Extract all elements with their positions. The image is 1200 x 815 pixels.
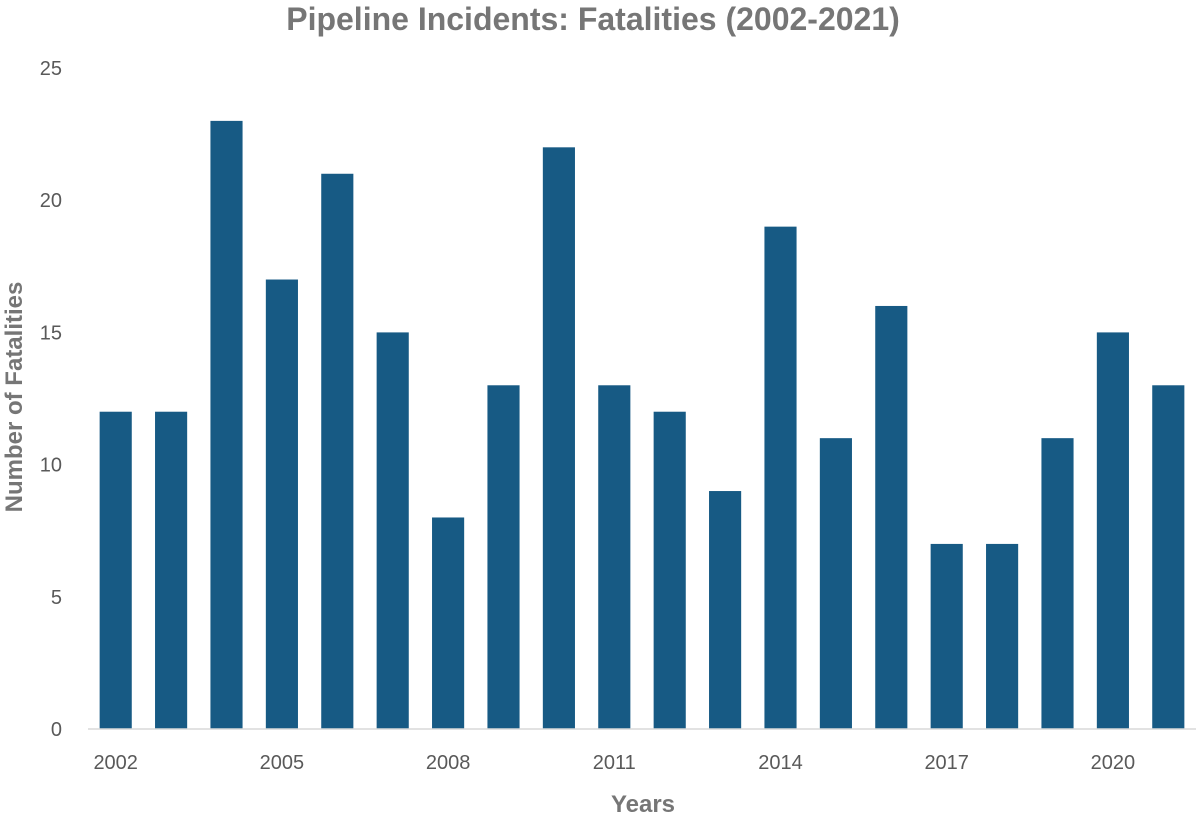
x-tick-label: 2014 <box>758 752 803 774</box>
bar-2009 <box>487 385 520 729</box>
y-tick-label: 20 <box>40 190 62 212</box>
y-tick-label: 10 <box>40 455 62 477</box>
x-tick-label: 2008 <box>426 752 471 774</box>
bar-2016 <box>875 305 908 729</box>
x-tick-label: 2002 <box>93 752 138 774</box>
bar-2014 <box>764 226 797 729</box>
x-axis-title: Years <box>611 791 675 815</box>
bar-2019 <box>1041 438 1074 729</box>
bar-2007 <box>376 332 409 729</box>
bar-2008 <box>432 517 465 729</box>
y-axis-ticks: 0 5 10 15 20 25 <box>40 58 62 741</box>
x-axis-ticks: 2002 2005 2008 2011 2014 2017 2020 <box>93 752 1135 774</box>
bar-2017 <box>930 543 963 729</box>
bar-2003 <box>155 411 188 729</box>
bar-2021 <box>1152 385 1185 729</box>
bar-2020 <box>1096 332 1129 729</box>
bar-2015 <box>819 438 852 729</box>
x-tick-label: 2020 <box>1091 752 1136 774</box>
bar-2012 <box>653 411 686 729</box>
y-tick-label: 15 <box>40 322 62 344</box>
bar-2011 <box>598 385 631 729</box>
y-tick-label: 25 <box>40 58 62 80</box>
x-tick-label: 2011 <box>593 752 636 774</box>
x-tick-label: 2005 <box>260 752 305 774</box>
bar-2006 <box>321 173 354 729</box>
bar-2005 <box>265 279 298 729</box>
bar-2013 <box>709 491 742 729</box>
bar-2010 <box>542 147 575 729</box>
chart-title: Pipeline Incidents: Fatalities (2002-202… <box>286 1 900 37</box>
bars <box>99 120 1185 729</box>
bar-2004 <box>210 120 243 729</box>
bar-2002 <box>99 411 132 729</box>
y-tick-label: 5 <box>51 587 62 609</box>
y-axis-title: Number of Fatalities <box>1 282 28 513</box>
bar-2018 <box>986 543 1019 729</box>
y-tick-label: 0 <box>51 719 62 741</box>
x-tick-label: 2017 <box>924 752 969 774</box>
